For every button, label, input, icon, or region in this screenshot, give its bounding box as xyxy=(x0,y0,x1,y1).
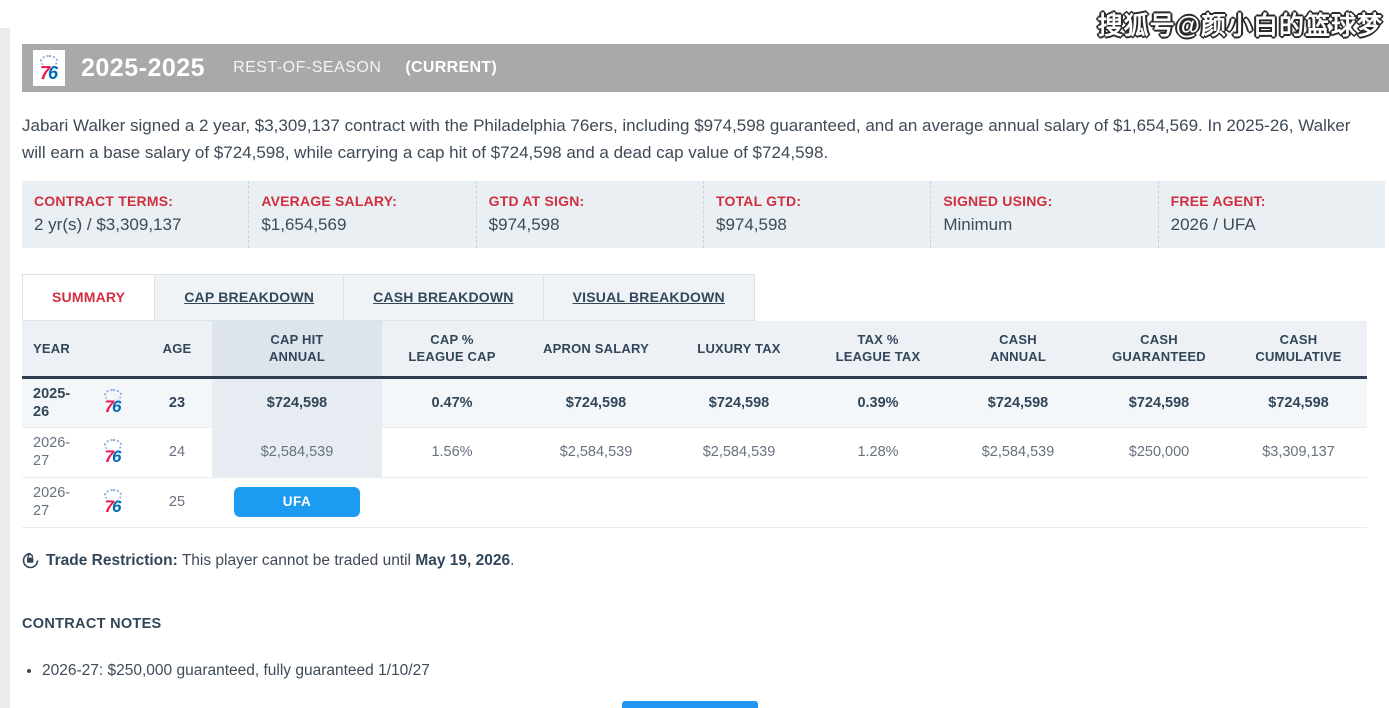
info-value: 2026 / UFA xyxy=(1170,215,1256,234)
col-header-cap-pct[interactable]: CAP % LEAGUE CAP xyxy=(382,321,522,377)
cap-hit-cell: $724,598 xyxy=(212,377,382,427)
col-header-apron-salary[interactable]: APRON SALARY xyxy=(522,321,670,377)
cap-pct-cell xyxy=(382,477,522,527)
apron-salary-cell xyxy=(522,477,670,527)
cap-pct-cell: 0.47% xyxy=(431,394,473,411)
team-logo-cell: 76 xyxy=(84,427,142,477)
year-cell: 2025-26 xyxy=(33,385,71,420)
logo-digit-6: 6 xyxy=(48,62,59,83)
col-header-luxury-tax[interactable]: LUXURY TAX xyxy=(670,321,808,377)
cutoff-blue-element xyxy=(622,701,758,708)
ufa-cell: UFA xyxy=(212,477,382,527)
info-label: TOTAL GTD: xyxy=(715,193,802,209)
age-cell: 23 xyxy=(168,394,186,411)
logo-digit-7: 7 xyxy=(39,62,50,83)
contract-notes-list: 2026-27: $250,000 guaranteed, fully guar… xyxy=(42,662,1389,680)
cap-pct-cell: 1.56% xyxy=(431,444,473,460)
cash-guaranteed-cell: $724,598 xyxy=(1128,394,1190,411)
sixers-logo: 76 xyxy=(104,488,122,515)
year-cell: 2026-27 xyxy=(22,477,84,528)
contract-page: 76 2025-2025 REST-OF-SEASON (CURRENT) Ja… xyxy=(0,0,1389,680)
tax-pct-cell: 0.39% xyxy=(857,394,899,411)
salary-table: YEAR AGE CAP HIT ANNUAL CAP % LEAGUE CAP A… xyxy=(22,321,1367,528)
sixers-logo: 76 xyxy=(39,54,59,83)
info-box-signed-using: SIGNED USING: Minimum xyxy=(930,181,1157,248)
info-box-total-gtd: TOTAL GTD: $974,598 xyxy=(702,181,930,248)
contract-note-item: 2026-27: $250,000 guaranteed, fully guar… xyxy=(42,662,1389,680)
team-logo-tile: 76 xyxy=(33,50,65,86)
info-label: FREE AGENT: xyxy=(1170,193,1266,209)
col-header-cap-hit[interactable]: CAP HIT ANNUAL xyxy=(212,321,382,377)
contract-notes-title: CONTRACT NOTES xyxy=(22,615,162,632)
col-header-cash-cumulative[interactable]: CASH CUMULATIVE xyxy=(1230,321,1367,377)
col-header-cash-annual[interactable]: CASH ANNUAL xyxy=(948,321,1088,377)
watermark-text: 搜狐号@颜小白的篮球梦 xyxy=(1097,12,1383,40)
contract-summary-paragraph: Jabari Walker signed a 2 year, $3,309,13… xyxy=(22,116,1351,162)
table-row: 2025-26 76 23 $724,598 0.47% $724,598 $7… xyxy=(22,377,1367,427)
cash-cumulative-cell: $3,309,137 xyxy=(1262,444,1335,460)
cash-annual-cell: $724,598 xyxy=(987,394,1049,411)
table-row: 2026-27 76 25 UFA xyxy=(22,477,1367,528)
col-header-tax-pct[interactable]: TAX % LEAGUE TAX xyxy=(808,321,948,377)
tab-summary[interactable]: SUMMARY xyxy=(23,275,156,320)
sixers-logo: 76 xyxy=(104,389,122,415)
info-value: $974,598 xyxy=(488,215,560,234)
tax-pct-cell: 1.28% xyxy=(857,444,899,460)
col-header-age[interactable]: AGE xyxy=(142,321,212,377)
tab-visual-breakdown[interactable]: VISUAL BREAKDOWN xyxy=(572,289,725,305)
col-header-team xyxy=(84,321,142,377)
season-type-label: REST-OF-SEASON xyxy=(233,59,382,76)
info-box-contract-terms: CONTRACT TERMS: 2 yr(s) / $3,309,137 xyxy=(22,181,248,248)
info-value: Minimum xyxy=(943,215,1013,234)
info-box-free-agent: FREE AGENT: 2026 / UFA xyxy=(1157,181,1385,248)
cash-annual-cell xyxy=(948,477,1088,527)
cash-cumulative-cell xyxy=(1230,477,1367,527)
team-logo-cell: 76 xyxy=(84,477,142,528)
page-left-edge xyxy=(0,28,10,708)
info-value: 2 yr(s) / $3,309,137 xyxy=(34,215,182,234)
luxury-tax-cell: $724,598 xyxy=(708,394,770,411)
season-header-bar: 76 2025-2025 REST-OF-SEASON (CURRENT) xyxy=(22,44,1389,92)
cash-guaranteed-cell xyxy=(1088,477,1230,527)
sixers-logo: 76 xyxy=(104,438,122,465)
info-value: $1,654,569 xyxy=(261,215,347,234)
tax-pct-cell xyxy=(808,477,948,527)
age-cell: 24 xyxy=(168,444,186,460)
col-header-year[interactable]: YEAR xyxy=(22,321,84,377)
info-label: CONTRACT TERMS: xyxy=(34,193,174,209)
luxury-tax-cell xyxy=(670,477,808,527)
info-box-average-salary: AVERAGE SALARY: $1,654,569 xyxy=(248,181,475,248)
trade-restriction-note: Trade Restriction: This player cannot be… xyxy=(22,552,1389,570)
tab-cap-breakdown[interactable]: CAP BREAKDOWN xyxy=(155,275,345,320)
info-label: SIGNED USING: xyxy=(943,193,1053,209)
trade-lock-icon xyxy=(22,552,39,569)
cash-annual-cell: $2,584,539 xyxy=(981,444,1055,460)
trade-restriction-text: Trade Restriction: This player cannot be… xyxy=(46,551,515,569)
year-cell: 2026-27 xyxy=(33,435,71,469)
season-range-title: 2025-2025 xyxy=(81,53,206,82)
cash-cumulative-cell: $724,598 xyxy=(1268,394,1329,411)
contract-info-row: CONTRACT TERMS: 2 yr(s) / $3,309,137 AVE… xyxy=(22,181,1385,248)
ufa-button[interactable]: UFA xyxy=(234,487,360,517)
cash-guaranteed-cell: $250,000 xyxy=(1128,444,1190,460)
info-value: $974,598 xyxy=(715,215,787,234)
info-label: AVERAGE SALARY: xyxy=(261,193,398,209)
info-label: GTD AT SIGN: xyxy=(488,193,585,209)
apron-salary-cell: $724,598 xyxy=(565,394,627,411)
info-box-gtd-at-sign: GTD AT SIGN: $974,598 xyxy=(475,181,703,248)
table-row: 2026-27 76 24 $2,584,539 1.56% $2,584,53… xyxy=(22,427,1367,477)
cap-hit-cell: $2,584,539 xyxy=(212,427,382,477)
current-badge: (CURRENT) xyxy=(405,59,497,76)
luxury-tax-cell: $2,584,539 xyxy=(702,444,776,460)
apron-salary-cell: $2,584,539 xyxy=(559,444,633,460)
age-cell: 25 xyxy=(142,477,212,528)
team-logo-cell: 76 xyxy=(84,377,142,427)
breakdown-tabs: SUMMARY CAP BREAKDOWN CASH BREAKDOWN VIS… xyxy=(22,274,755,321)
tab-cash-breakdown[interactable]: CASH BREAKDOWN xyxy=(344,275,544,320)
table-header-row: YEAR AGE CAP HIT ANNUAL CAP % LEAGUE CAP A… xyxy=(22,321,1367,377)
col-header-cash-guaranteed[interactable]: CASH GUARANTEED xyxy=(1088,321,1230,377)
